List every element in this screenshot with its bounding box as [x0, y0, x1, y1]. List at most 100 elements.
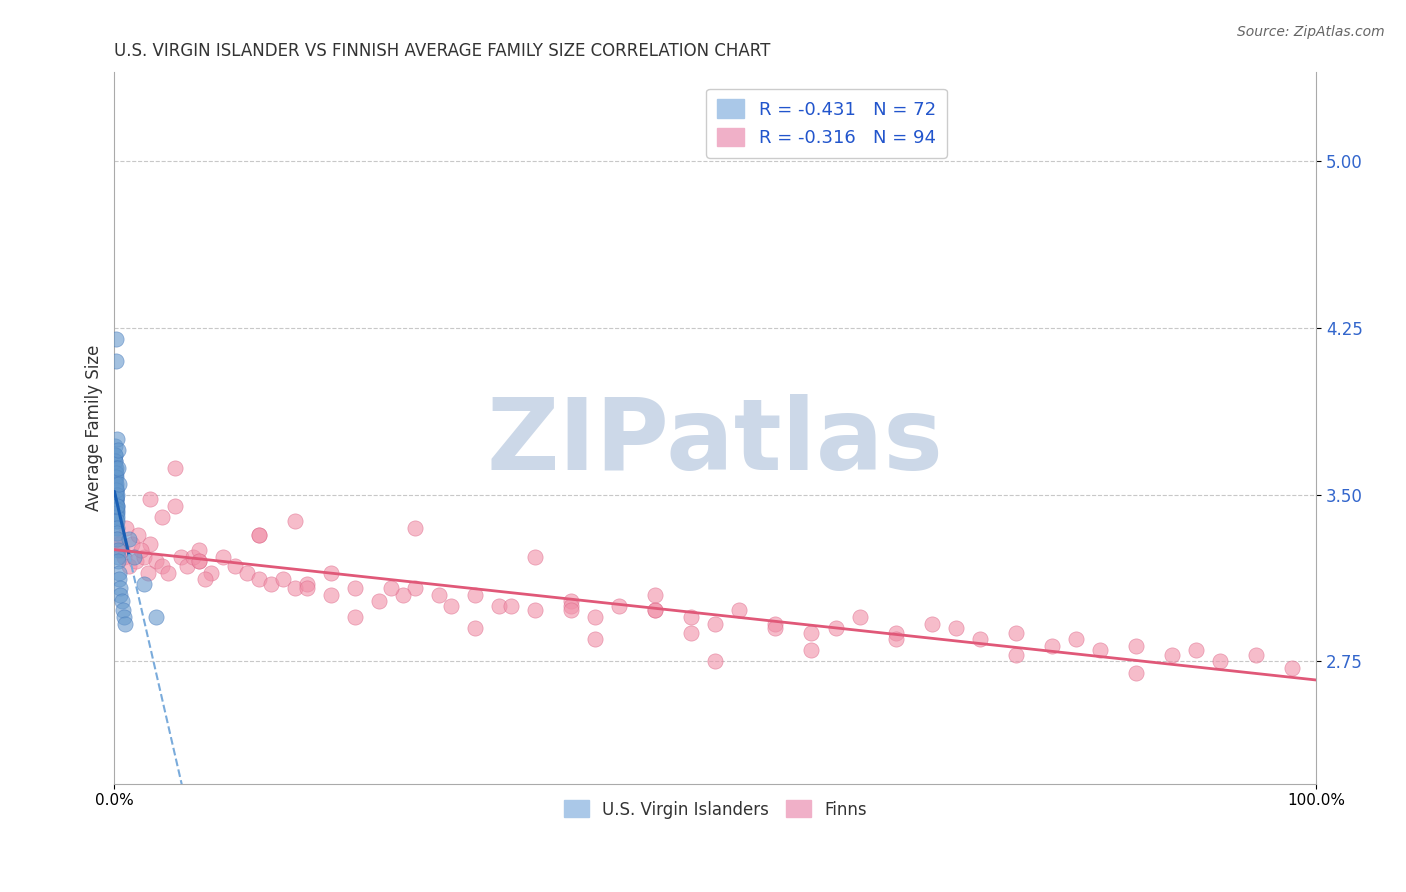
Point — [104, 470, 127, 484]
Point — [367, 594, 389, 608]
Point — [104, 499, 127, 513]
Point — [247, 528, 270, 542]
Point — [560, 599, 582, 613]
Point — [295, 576, 318, 591]
Point — [524, 549, 547, 564]
Point — [118, 533, 141, 547]
Point — [211, 549, 233, 564]
Point — [111, 594, 134, 608]
Point — [176, 558, 198, 573]
Point — [104, 510, 127, 524]
Point — [104, 492, 127, 507]
Point — [112, 549, 135, 564]
Point — [284, 515, 307, 529]
Point — [163, 461, 186, 475]
Point — [107, 461, 129, 475]
Point — [104, 476, 127, 491]
Point — [607, 599, 630, 613]
Point — [800, 643, 823, 657]
Point — [583, 610, 606, 624]
Point — [560, 594, 582, 608]
Point — [728, 603, 751, 617]
Point — [105, 492, 128, 507]
Point — [104, 492, 127, 507]
Point — [152, 558, 174, 573]
Point — [380, 581, 402, 595]
Point — [800, 625, 823, 640]
Point — [104, 461, 127, 475]
Y-axis label: Average Family Size: Average Family Size — [86, 345, 103, 511]
Point — [104, 488, 127, 502]
Point — [108, 572, 131, 586]
Point — [104, 497, 127, 511]
Point — [105, 510, 128, 524]
Point — [134, 549, 156, 564]
Point — [945, 621, 967, 635]
Point — [104, 483, 127, 498]
Point — [187, 554, 209, 568]
Point — [145, 610, 167, 624]
Point — [681, 610, 703, 624]
Point — [583, 632, 606, 647]
Point — [404, 581, 426, 595]
Point — [104, 515, 127, 529]
Point — [644, 588, 666, 602]
Point — [152, 510, 174, 524]
Point — [704, 655, 727, 669]
Point — [524, 603, 547, 617]
Point — [104, 461, 127, 475]
Point — [105, 432, 128, 446]
Point — [884, 625, 907, 640]
Point — [200, 566, 222, 580]
Point — [440, 599, 463, 613]
Point — [145, 554, 167, 568]
Point — [193, 572, 215, 586]
Point — [105, 499, 128, 513]
Point — [824, 621, 846, 635]
Point — [105, 521, 128, 535]
Point — [105, 515, 128, 529]
Point — [343, 581, 366, 595]
Point — [319, 566, 342, 580]
Text: Source: ZipAtlas.com: Source: ZipAtlas.com — [1237, 25, 1385, 39]
Text: U.S. VIRGIN ISLANDER VS FINNISH AVERAGE FAMILY SIZE CORRELATION CHART: U.S. VIRGIN ISLANDER VS FINNISH AVERAGE … — [114, 42, 770, 60]
Point — [107, 549, 129, 564]
Point — [107, 443, 129, 458]
Point — [104, 490, 127, 504]
Point — [104, 499, 127, 513]
Point — [114, 616, 136, 631]
Point — [104, 354, 127, 368]
Point — [247, 572, 270, 586]
Point — [765, 621, 787, 635]
Point — [1125, 665, 1147, 680]
Point — [104, 494, 127, 508]
Point — [121, 536, 143, 550]
Point — [464, 621, 486, 635]
Point — [107, 543, 129, 558]
Legend: U.S. Virgin Islanders, Finns: U.S. Virgin Islanders, Finns — [557, 794, 873, 825]
Point — [1209, 655, 1232, 669]
Point — [157, 566, 180, 580]
Point — [1004, 625, 1026, 640]
Point — [104, 479, 127, 493]
Point — [343, 610, 366, 624]
Point — [259, 576, 281, 591]
Point — [1004, 648, 1026, 662]
Point — [681, 625, 703, 640]
Point — [105, 492, 128, 507]
Point — [111, 603, 134, 617]
Point — [104, 488, 127, 502]
Point — [644, 603, 666, 617]
Point — [108, 476, 131, 491]
Point — [104, 332, 127, 346]
Point — [104, 470, 127, 484]
Point — [129, 543, 152, 558]
Point — [163, 499, 186, 513]
Point — [181, 549, 204, 564]
Point — [1040, 639, 1063, 653]
Point — [104, 483, 127, 498]
Point — [125, 554, 148, 568]
Point — [560, 603, 582, 617]
Point — [704, 616, 727, 631]
Point — [404, 521, 426, 535]
